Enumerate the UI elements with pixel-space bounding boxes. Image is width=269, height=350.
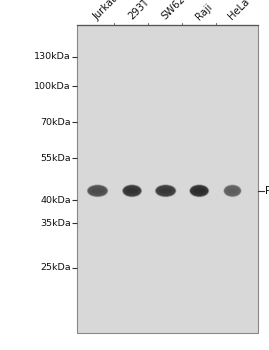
Text: 100kDa: 100kDa <box>34 82 71 91</box>
Ellipse shape <box>223 184 242 198</box>
Text: Jurkat: Jurkat <box>92 0 119 22</box>
Ellipse shape <box>189 184 210 198</box>
Ellipse shape <box>87 184 108 197</box>
Ellipse shape <box>189 184 209 197</box>
Ellipse shape <box>123 185 141 197</box>
Ellipse shape <box>189 184 209 197</box>
Ellipse shape <box>123 186 141 196</box>
Ellipse shape <box>86 184 109 198</box>
Ellipse shape <box>86 184 109 198</box>
Ellipse shape <box>86 184 109 198</box>
Ellipse shape <box>225 186 240 196</box>
Ellipse shape <box>123 185 141 196</box>
Ellipse shape <box>87 185 108 197</box>
Ellipse shape <box>122 184 143 198</box>
Ellipse shape <box>223 184 242 198</box>
Ellipse shape <box>223 184 242 198</box>
Ellipse shape <box>190 185 208 196</box>
Ellipse shape <box>224 185 241 196</box>
Text: HeLa: HeLa <box>227 0 252 22</box>
Ellipse shape <box>122 184 142 197</box>
Ellipse shape <box>223 184 242 197</box>
Ellipse shape <box>91 188 104 194</box>
Ellipse shape <box>190 186 208 196</box>
Ellipse shape <box>224 186 240 196</box>
Ellipse shape <box>123 185 141 197</box>
Ellipse shape <box>122 184 142 198</box>
Ellipse shape <box>123 186 141 196</box>
Text: 40kDa: 40kDa <box>40 196 71 204</box>
Ellipse shape <box>86 184 109 198</box>
Ellipse shape <box>159 188 172 194</box>
Ellipse shape <box>88 186 107 196</box>
Ellipse shape <box>122 185 142 197</box>
Ellipse shape <box>189 184 209 197</box>
Ellipse shape <box>223 184 242 198</box>
Ellipse shape <box>88 186 107 196</box>
Ellipse shape <box>155 185 176 197</box>
Ellipse shape <box>190 185 208 197</box>
Text: SW620: SW620 <box>160 0 192 22</box>
Ellipse shape <box>224 186 241 196</box>
Ellipse shape <box>189 184 210 198</box>
Ellipse shape <box>223 184 242 197</box>
Text: Raji: Raji <box>193 1 214 22</box>
Ellipse shape <box>156 186 175 196</box>
Ellipse shape <box>121 184 143 198</box>
Ellipse shape <box>155 184 176 197</box>
Ellipse shape <box>224 185 241 197</box>
Ellipse shape <box>154 184 177 198</box>
Ellipse shape <box>224 186 240 196</box>
Ellipse shape <box>156 186 175 196</box>
Ellipse shape <box>122 184 142 197</box>
Ellipse shape <box>156 186 175 196</box>
Ellipse shape <box>155 184 176 197</box>
Ellipse shape <box>154 184 177 198</box>
Ellipse shape <box>156 186 175 196</box>
Ellipse shape <box>155 184 176 197</box>
Ellipse shape <box>189 184 210 198</box>
Text: 55kDa: 55kDa <box>40 154 71 163</box>
Ellipse shape <box>122 184 142 197</box>
Ellipse shape <box>190 185 209 197</box>
Ellipse shape <box>189 184 210 198</box>
Ellipse shape <box>123 186 141 196</box>
Bar <box>77 25 258 332</box>
Ellipse shape <box>156 185 176 196</box>
Ellipse shape <box>155 184 177 197</box>
Ellipse shape <box>189 184 209 197</box>
Text: 25kDa: 25kDa <box>40 263 71 272</box>
Ellipse shape <box>88 186 107 196</box>
Ellipse shape <box>87 184 108 197</box>
Text: PAICS: PAICS <box>265 186 269 196</box>
Ellipse shape <box>87 184 108 197</box>
Ellipse shape <box>190 186 208 196</box>
Ellipse shape <box>223 184 242 197</box>
Ellipse shape <box>87 184 109 197</box>
Ellipse shape <box>155 185 176 197</box>
Ellipse shape <box>88 186 107 196</box>
Ellipse shape <box>154 184 177 198</box>
Ellipse shape <box>224 184 241 197</box>
Ellipse shape <box>122 184 142 197</box>
Ellipse shape <box>126 188 138 194</box>
Text: 293T: 293T <box>126 0 151 22</box>
Ellipse shape <box>88 185 108 196</box>
Ellipse shape <box>123 186 141 196</box>
Ellipse shape <box>227 188 238 194</box>
Ellipse shape <box>87 185 108 197</box>
Text: 70kDa: 70kDa <box>40 118 71 127</box>
Text: 35kDa: 35kDa <box>40 219 71 228</box>
Ellipse shape <box>224 185 241 197</box>
Ellipse shape <box>224 185 241 197</box>
Ellipse shape <box>155 185 176 197</box>
Ellipse shape <box>87 185 108 197</box>
Ellipse shape <box>193 188 205 194</box>
Ellipse shape <box>121 184 143 198</box>
Ellipse shape <box>190 185 209 197</box>
Text: 130kDa: 130kDa <box>34 52 71 61</box>
Ellipse shape <box>191 186 208 196</box>
Ellipse shape <box>154 184 177 198</box>
Ellipse shape <box>190 186 208 196</box>
